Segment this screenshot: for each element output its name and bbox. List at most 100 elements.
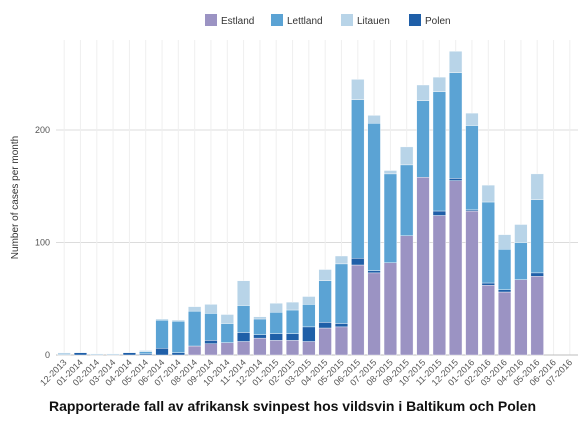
y-tick-label: 100 bbox=[35, 238, 50, 248]
bar-lettland bbox=[449, 72, 463, 179]
bar-estland bbox=[285, 340, 300, 356]
bar-litauen bbox=[318, 269, 332, 281]
bar-litauen bbox=[367, 115, 381, 124]
bar-polen bbox=[367, 270, 381, 274]
bar-estland bbox=[220, 342, 234, 356]
legend-label: Polen bbox=[425, 16, 451, 27]
legend-item-litauen: Litauen bbox=[341, 14, 390, 27]
bar-polen bbox=[269, 333, 283, 341]
legend-swatch bbox=[409, 14, 421, 26]
bar-polen bbox=[351, 258, 365, 266]
bar-polen bbox=[155, 348, 169, 356]
bar-lettland bbox=[139, 351, 153, 355]
bar-lettland bbox=[285, 309, 300, 334]
legend-label: Estland bbox=[221, 16, 254, 27]
bar-lettland bbox=[432, 91, 446, 212]
bar-litauen bbox=[514, 224, 528, 243]
bar-polen bbox=[204, 340, 218, 344]
bar-lettland bbox=[498, 249, 512, 290]
bar-litauen bbox=[155, 318, 169, 321]
bar-litauen bbox=[139, 350, 153, 352]
bar-estland bbox=[204, 343, 218, 356]
bar-litauen bbox=[432, 76, 446, 92]
legend-swatch bbox=[271, 14, 283, 26]
bar-polen bbox=[318, 322, 332, 329]
bar-estland bbox=[465, 210, 479, 356]
bar-lettland bbox=[416, 100, 430, 178]
bar-lettland bbox=[530, 199, 544, 274]
bar-estland bbox=[498, 291, 512, 356]
bar-estland bbox=[530, 276, 544, 356]
bar-polen bbox=[530, 272, 544, 277]
y-tick-label: 200 bbox=[35, 125, 50, 135]
bar-litauen bbox=[334, 255, 349, 265]
bar-estland bbox=[269, 340, 283, 356]
legend-label: Lettland bbox=[287, 16, 323, 27]
x-axis: 12-201301-201402-201403-201404-201405-20… bbox=[38, 357, 574, 387]
bar-estland bbox=[302, 341, 316, 356]
bar-litauen bbox=[220, 314, 234, 324]
bar-polen bbox=[285, 333, 300, 341]
bar-lettland bbox=[514, 242, 528, 280]
bar-polen bbox=[449, 178, 463, 181]
bar-litauen bbox=[106, 353, 120, 356]
bar-estland bbox=[449, 180, 463, 356]
bar-litauen bbox=[530, 173, 544, 200]
bars bbox=[57, 51, 544, 356]
bar-lettland bbox=[400, 164, 414, 236]
legend-item-lettland: Lettland bbox=[271, 14, 323, 27]
bar-litauen bbox=[285, 301, 300, 311]
legend-swatch bbox=[341, 14, 353, 26]
y-tick-label: 0 bbox=[45, 350, 50, 360]
bar-estland bbox=[188, 345, 202, 356]
bar-estland bbox=[383, 262, 397, 356]
bar-litauen bbox=[269, 303, 283, 313]
bar-estland bbox=[253, 337, 267, 356]
bar-litauen bbox=[57, 352, 71, 356]
bar-lettland bbox=[481, 201, 495, 284]
bar-lettland bbox=[155, 319, 169, 349]
bar-litauen bbox=[498, 234, 512, 250]
bar-polen bbox=[498, 289, 512, 293]
bar-lettland bbox=[188, 310, 202, 347]
chart-caption: Rapporterade fall av afrikansk svinpest … bbox=[48, 398, 537, 414]
bar-polen bbox=[253, 334, 267, 339]
bar-lettland bbox=[383, 173, 397, 263]
bar-litauen bbox=[351, 79, 365, 100]
bar-lettland bbox=[318, 280, 332, 323]
y-axis-label: Number of cases per month bbox=[10, 136, 21, 259]
bar-estland bbox=[351, 264, 365, 356]
bar-polen bbox=[122, 352, 136, 356]
bar-lettland bbox=[367, 123, 381, 271]
bar-litauen bbox=[188, 306, 202, 312]
bar-litauen bbox=[383, 170, 397, 175]
bar-lettland bbox=[171, 321, 185, 353]
bar-litauen bbox=[400, 146, 414, 166]
bar-estland bbox=[334, 326, 349, 356]
bar-lettland bbox=[351, 99, 365, 259]
y-axis: 0 100 200 bbox=[35, 125, 50, 360]
legend-item-polen: Polen bbox=[409, 14, 451, 27]
legend-swatch bbox=[205, 14, 217, 26]
bar-polen bbox=[334, 323, 349, 328]
bar-litauen bbox=[253, 316, 267, 320]
bar-estland bbox=[432, 215, 446, 356]
bar-litauen bbox=[171, 319, 185, 322]
bar-polen bbox=[171, 352, 185, 356]
bar-lettland bbox=[269, 312, 283, 334]
bar-litauen bbox=[90, 353, 104, 356]
legend: Estland Lettland Litauen Polen bbox=[205, 14, 451, 27]
bar-estland bbox=[367, 272, 381, 356]
bar-lettland bbox=[465, 125, 479, 211]
bar-estland bbox=[237, 341, 251, 356]
bar-estland bbox=[400, 235, 414, 356]
bar-polen bbox=[302, 326, 316, 342]
bar-lettland bbox=[204, 313, 218, 341]
bar-polen bbox=[73, 352, 88, 356]
bar-litauen bbox=[449, 51, 463, 73]
bar-polen bbox=[237, 332, 251, 342]
legend-item-estland: Estland bbox=[205, 14, 254, 27]
bar-litauen bbox=[237, 280, 251, 306]
bar-polen bbox=[481, 282, 495, 286]
bar-lettland bbox=[334, 263, 349, 324]
